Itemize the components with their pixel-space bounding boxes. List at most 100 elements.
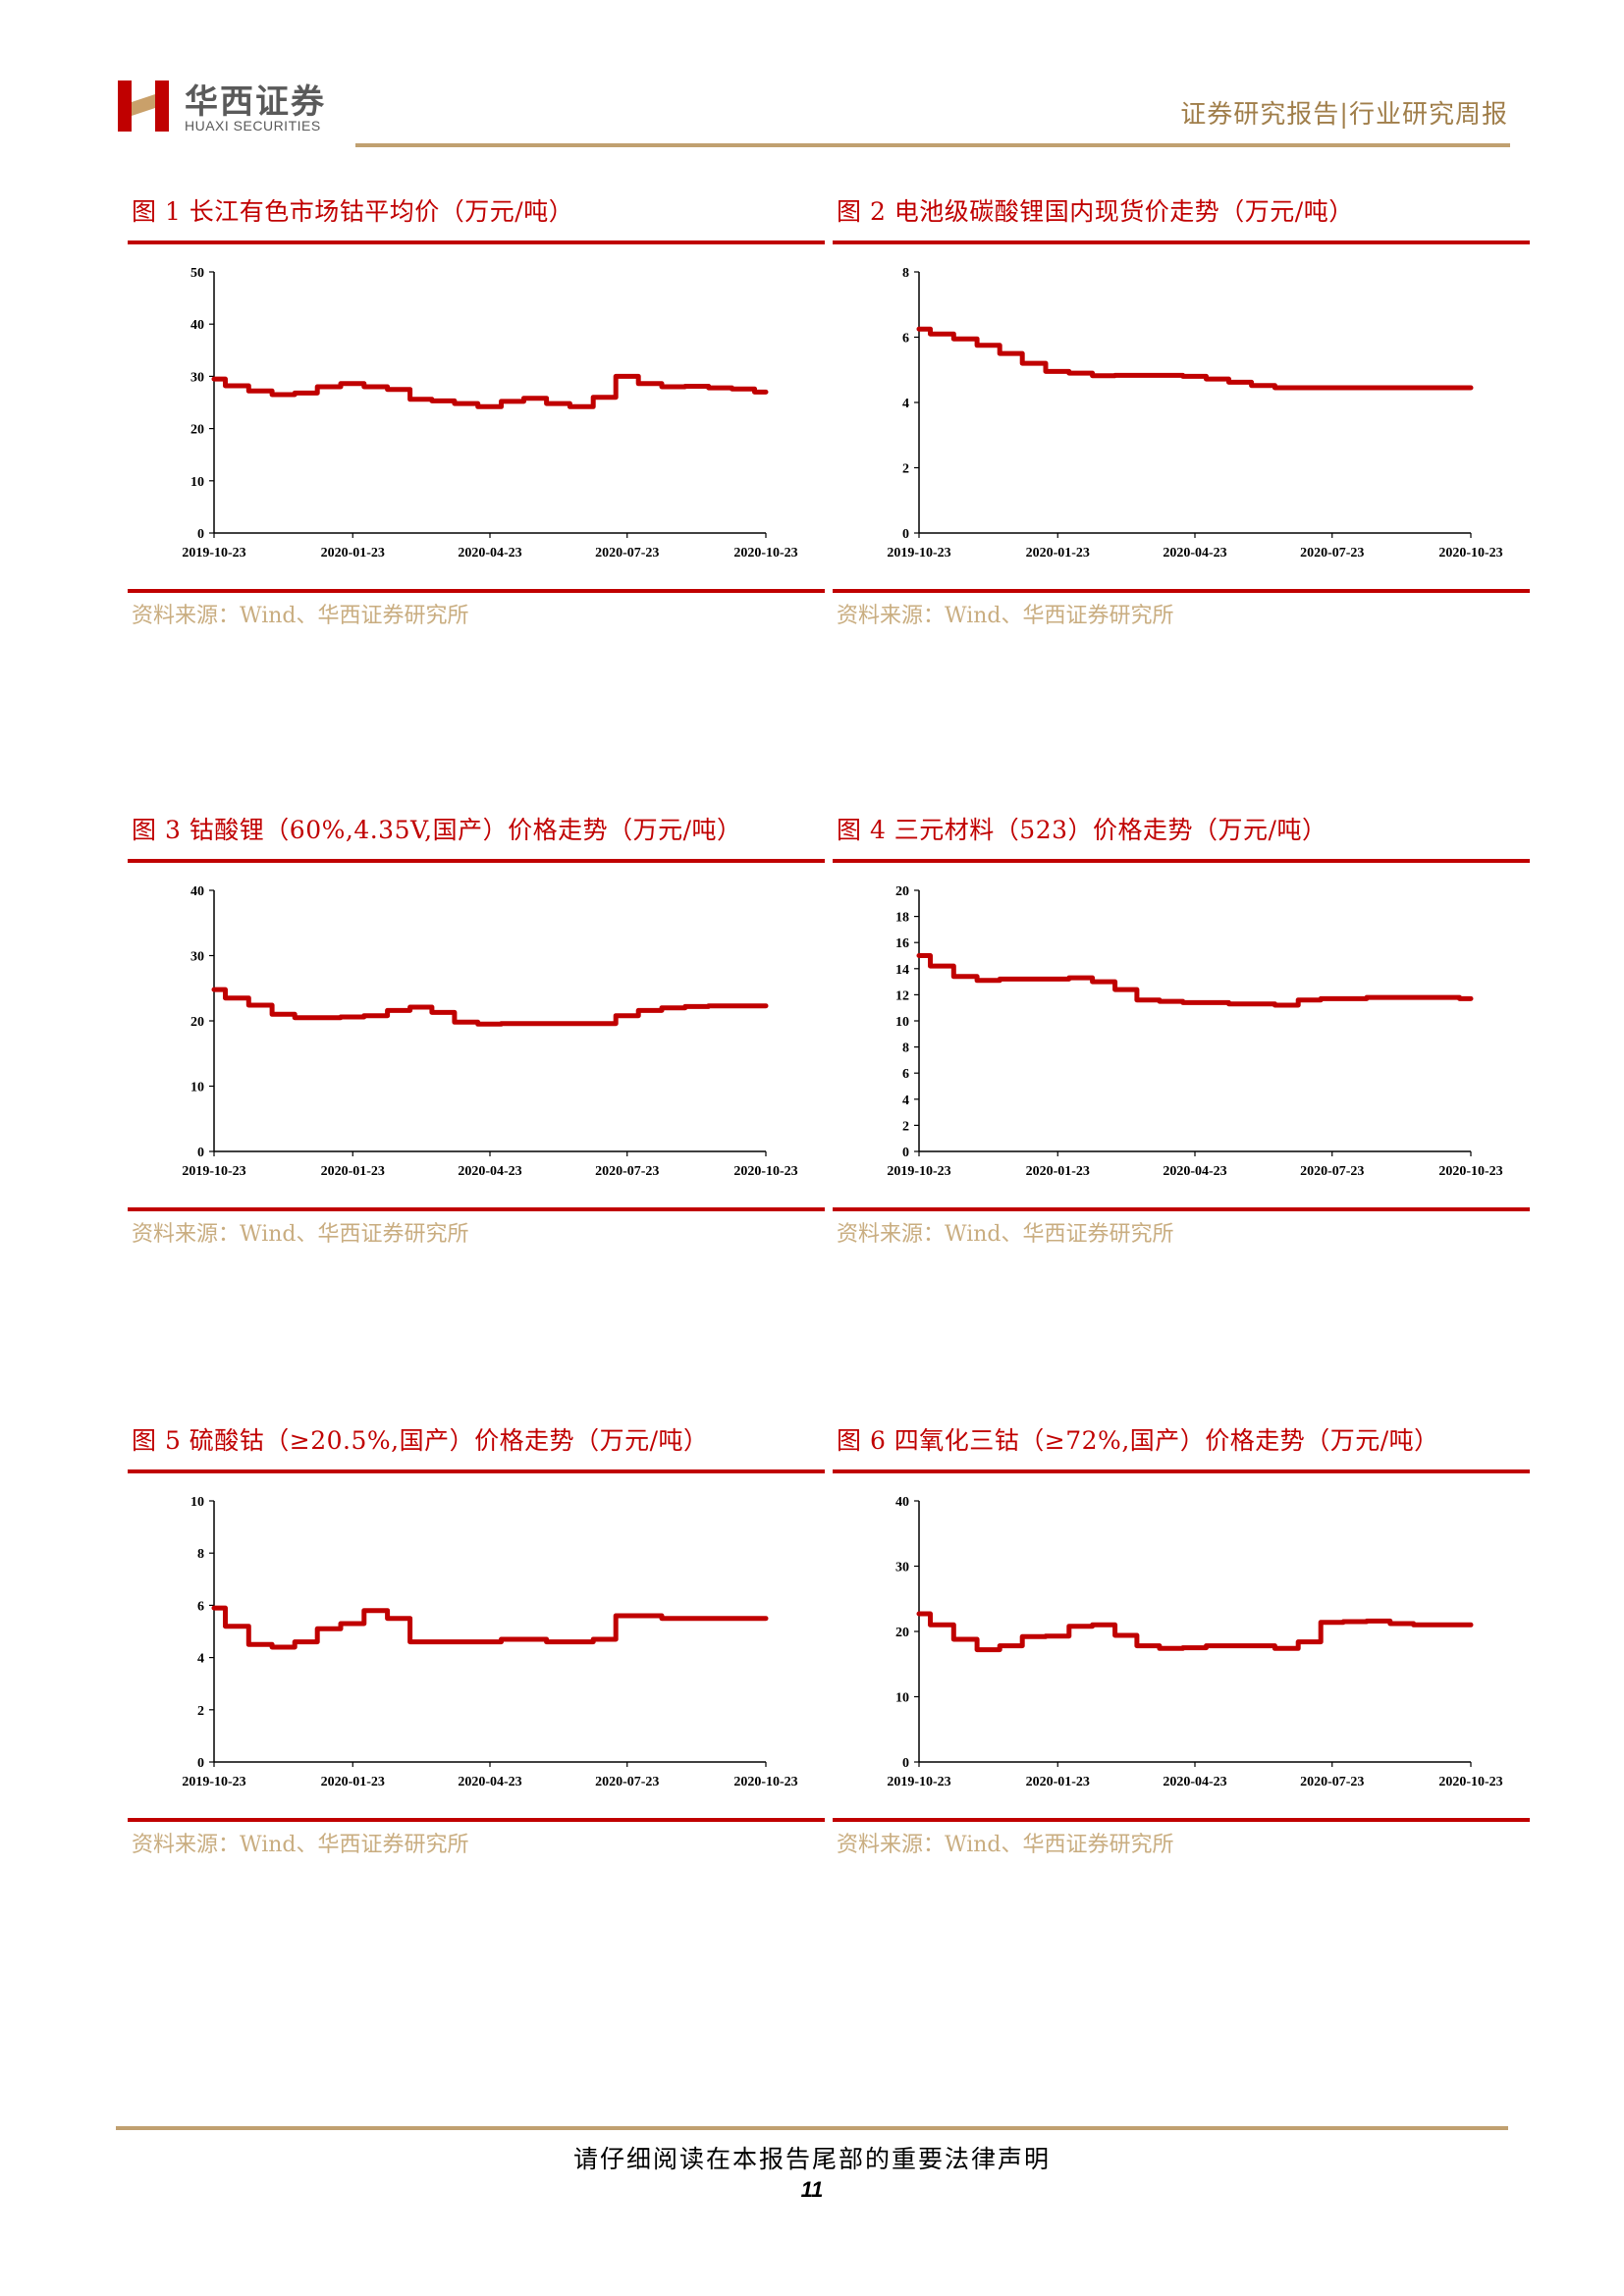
y-tick-label: 0 [197,527,204,542]
figure-title: 图 1 长江有色市场钴平均价（万元/吨） [132,197,574,226]
x-tick-label: 2019-10-23 [182,1164,245,1179]
series-line [916,1611,1474,1653]
chart-svg: 0 2 4 6 8 10 12 14 16 18 20 2019-10-23 2020-01-23 202… [887,884,1502,1179]
x-tick-label: 2020-10-23 [733,1775,797,1789]
figure-top-rule [833,240,1530,244]
x-tick-label: 2019-10-23 [182,546,245,561]
header-divider [355,143,1510,147]
y-tick-label: 0 [902,527,909,542]
y-tick-label: 20 [895,1626,909,1640]
y-tick-label: 30 [190,950,204,965]
y-tick-label: 10 [190,1081,204,1095]
x-tick-label: 2019-10-23 [887,1164,950,1179]
series-line [916,953,1474,1008]
y-tick-label: 8 [902,266,909,281]
y-tick-label: 18 [895,911,909,926]
x-tick-label: 2019-10-23 [887,1775,950,1789]
figure-bottom-rule [833,589,1530,593]
y-tick-label: 6 [197,1599,204,1614]
page-number: 11 [800,2177,824,2202]
line-chart: 0 2 4 6 8 10 12 14 16 18 20 2019-10-23 2020-01-23 202… [833,863,1530,1206]
y-tick-label: 50 [190,266,204,281]
line-chart: 0 10 20 30 40 2019-10-23 2020-01-23 2020-04-23 2… [833,1473,1530,1817]
y-tick-label: 10 [190,1495,204,1510]
figure-source: 资料来源：Wind、华西证券研究所 [837,1833,1174,1857]
x-tick-label: 2020-07-23 [595,1775,659,1789]
series-line [211,1605,769,1650]
y-tick-label: 2 [902,1119,909,1134]
y-tick-label: 20 [190,1015,204,1030]
chart-svg: 0 2 4 6 8 2019-10-23 2020-01-23 2020-04-23 2020-… [887,266,1502,561]
x-tick-label: 2020-10-23 [1438,1775,1502,1789]
figure-source: 资料来源：Wind、华西证券研究所 [132,1833,469,1857]
y-tick-label: 4 [197,1652,204,1667]
x-tick-label: 2020-04-23 [1163,1164,1226,1179]
figure-source: 资料来源：Wind、华西证券研究所 [837,1222,1174,1247]
x-tick-label: 2020-10-23 [733,546,797,561]
y-tick-label: 4 [902,397,909,411]
chart-svg: 0 10 20 30 40 2019-10-23 2020-01-23 2020-04-23 2… [182,884,797,1179]
y-tick-label: 16 [895,936,909,951]
y-tick-label: 2 [197,1704,204,1719]
y-tick-label: 10 [895,1691,909,1706]
y-tick-label: 12 [895,988,909,1003]
y-tick-label: 6 [902,332,909,347]
line-chart: 0 10 20 30 40 50 2019-10-23 2020-01-23 2020-04-2… [128,244,825,588]
figure-bottom-rule [128,589,825,593]
figure-title: 图 4 三元材料（523）价格走势（万元/吨） [837,816,1327,844]
y-tick-label: 10 [190,475,204,490]
y-tick-label: 40 [895,1495,909,1510]
footer-divider [116,2126,1508,2130]
figure-top-rule [128,859,825,863]
x-tick-label: 2019-10-23 [887,546,950,561]
line-chart: 0 2 4 6 8 10 2019-10-23 2020-01-23 2020-04-23 202… [128,1473,825,1817]
x-tick-label: 2020-01-23 [321,1164,385,1179]
chart-svg: 0 10 20 30 40 50 2019-10-23 2020-01-23 2020-04-2… [182,266,797,561]
x-tick-label: 2020-01-23 [1026,1775,1090,1789]
figure-top-rule [833,1469,1530,1473]
figure-title: 图 5 硫酸钴（≥20.5%,国产）价格走势（万元/吨） [132,1426,709,1455]
figure-source: 资料来源：Wind、华西证券研究所 [132,604,469,628]
y-tick-label: 4 [902,1094,909,1108]
y-tick-label: 0 [197,1756,204,1771]
figure-bottom-rule [128,1207,825,1211]
chart-svg: 0 10 20 30 40 2019-10-23 2020-01-23 2020-04-23 2… [887,1495,1502,1789]
y-tick-label: 30 [190,370,204,385]
figure-title: 图 2 电池级碳酸锂国内现货价走势（万元/吨） [837,197,1354,226]
x-tick-label: 2020-10-23 [733,1164,797,1179]
x-tick-label: 2019-10-23 [182,1775,245,1789]
huaxi-logo-icon [118,80,169,132]
x-tick-label: 2020-07-23 [1300,1164,1364,1179]
y-tick-label: 14 [895,963,909,978]
y-tick-label: 0 [902,1146,909,1160]
y-tick-label: 2 [902,462,909,477]
figure-bottom-rule [833,1818,1530,1822]
figure-title: 图 6 四氧化三钴（≥72%,国产）价格走势（万元/吨） [837,1426,1439,1455]
x-tick-label: 2020-01-23 [321,546,385,561]
x-tick-label: 2020-04-23 [1163,546,1226,561]
y-tick-label: 30 [895,1561,909,1575]
x-tick-label: 2020-04-23 [1163,1775,1226,1789]
x-tick-label: 2020-07-23 [595,1164,659,1179]
x-tick-label: 2020-01-23 [1026,1164,1090,1179]
x-tick-label: 2020-07-23 [1300,1775,1364,1789]
series-line [211,373,769,409]
y-tick-label: 40 [190,318,204,333]
y-tick-label: 8 [902,1041,909,1056]
x-tick-label: 2020-10-23 [1438,546,1502,561]
x-tick-label: 2020-01-23 [1026,546,1090,561]
x-tick-label: 2020-01-23 [321,1775,385,1789]
series-line [916,326,1474,391]
figure-top-rule [128,1469,825,1473]
x-tick-label: 2020-07-23 [595,546,659,561]
y-tick-label: 20 [895,884,909,899]
y-tick-label: 10 [895,1015,909,1030]
y-tick-label: 40 [190,884,204,899]
y-tick-label: 6 [902,1067,909,1082]
line-chart: 0 10 20 30 40 2019-10-23 2020-01-23 2020-04-23 2… [128,863,825,1206]
x-tick-label: 2020-04-23 [458,546,521,561]
figure-source: 资料来源：Wind、华西证券研究所 [132,1222,469,1247]
figure-title: 图 3 钴酸锂（60%,4.35V,国产）价格走势（万元/吨） [132,816,742,844]
brand-name-en: HUAXI SECURITIES [185,118,321,133]
series-line [211,987,769,1027]
